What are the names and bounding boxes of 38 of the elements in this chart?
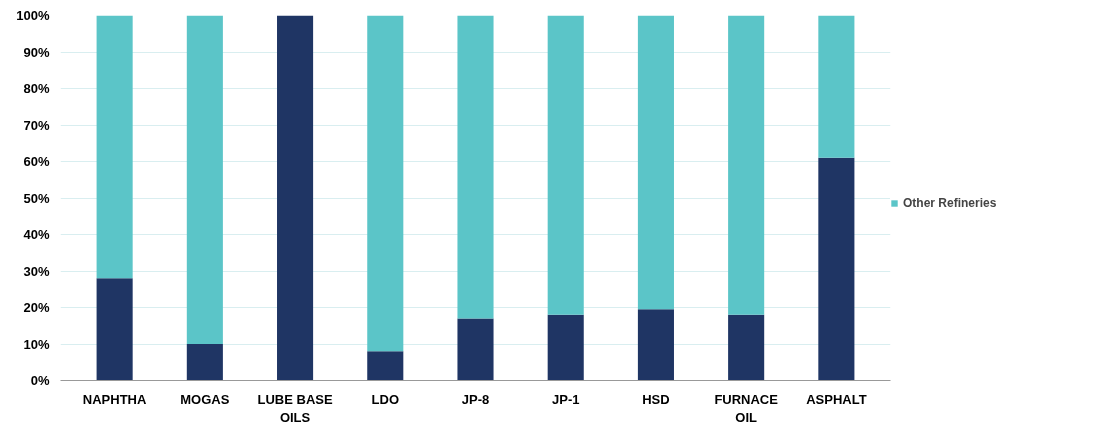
- bar: [96, 15, 133, 279]
- x-tick-label: LUBE BASE OILS: [257, 391, 333, 425]
- bar: [637, 309, 674, 381]
- x-tick-label: NAPHTHA: [82, 391, 148, 407]
- y-tick-label: 20%: [23, 300, 50, 315]
- legend-label: Other Refineries: [903, 196, 997, 210]
- bar: [818, 15, 855, 158]
- bar: [547, 314, 584, 381]
- x-tick-label: ASPHALT: [806, 391, 867, 407]
- y-tick-label: 30%: [23, 263, 50, 279]
- x-tick-label: LDO: [371, 391, 400, 407]
- bar: [367, 15, 404, 352]
- y-tick-label: 40%: [23, 227, 50, 242]
- bar: [547, 15, 584, 315]
- bar: [186, 344, 223, 381]
- y-tick-label: 10%: [23, 336, 50, 352]
- y-tick-label: 100%: [16, 8, 50, 23]
- bar: [186, 15, 223, 344]
- bar: [277, 15, 314, 381]
- bar: [818, 157, 855, 381]
- bar: [367, 351, 404, 381]
- y-tick-label: 70%: [23, 117, 50, 133]
- x-tick-label: MOGAS: [180, 391, 230, 407]
- x-tick-label: HSD: [642, 391, 670, 407]
- y-tick-label: 50%: [23, 190, 50, 206]
- bar: [637, 15, 674, 310]
- y-tick-label: 80%: [23, 81, 50, 96]
- y-tick-label: 90%: [23, 44, 50, 60]
- bar: [457, 318, 494, 381]
- x-tick-label: JP-8: [461, 391, 490, 407]
- x-tick-label: JP-1: [551, 391, 580, 407]
- y-tick-label: 60%: [23, 154, 50, 169]
- bar: [457, 15, 494, 319]
- bar: [728, 314, 765, 381]
- bar: [728, 15, 765, 315]
- x-tick-label: FURNACE OIL: [714, 391, 779, 425]
- y-tick-label: 0%: [30, 373, 50, 388]
- bar: [96, 278, 133, 381]
